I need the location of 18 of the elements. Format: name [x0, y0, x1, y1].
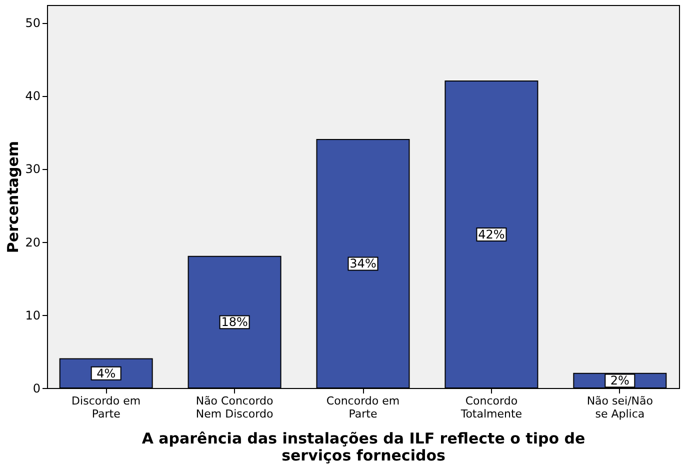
- y-tick-label: 0: [32, 382, 40, 396]
- data-label: 4%: [96, 366, 116, 380]
- y-tick-label: 10: [25, 308, 40, 322]
- data-label: 18%: [221, 315, 248, 330]
- x-tick-label: Concordo Totalmente: [460, 394, 522, 420]
- data-label: 34%: [350, 256, 376, 271]
- x-tick-label: Concordo em Parte: [326, 394, 400, 420]
- data-label: 2%: [610, 374, 630, 388]
- y-tick-label: 40: [25, 89, 40, 104]
- y-tick-label: 20: [25, 235, 40, 250]
- x-tick-label: Não Concordo Nem Discordo: [196, 394, 274, 420]
- x-axis-title: A aparência das instalações da ILF reflecte o tipo de serviços fornecidos: [142, 430, 586, 464]
- data-label: 42%: [478, 228, 505, 242]
- y-axis-title: Percentagem: [4, 140, 22, 254]
- x-tick-label: Discordo em Parte: [72, 394, 141, 420]
- x-tick-label: Não sei/Não se Aplica: [586, 394, 654, 420]
- y-tick-label: 30: [25, 162, 40, 176]
- y-tick-label: 50: [25, 16, 40, 30]
